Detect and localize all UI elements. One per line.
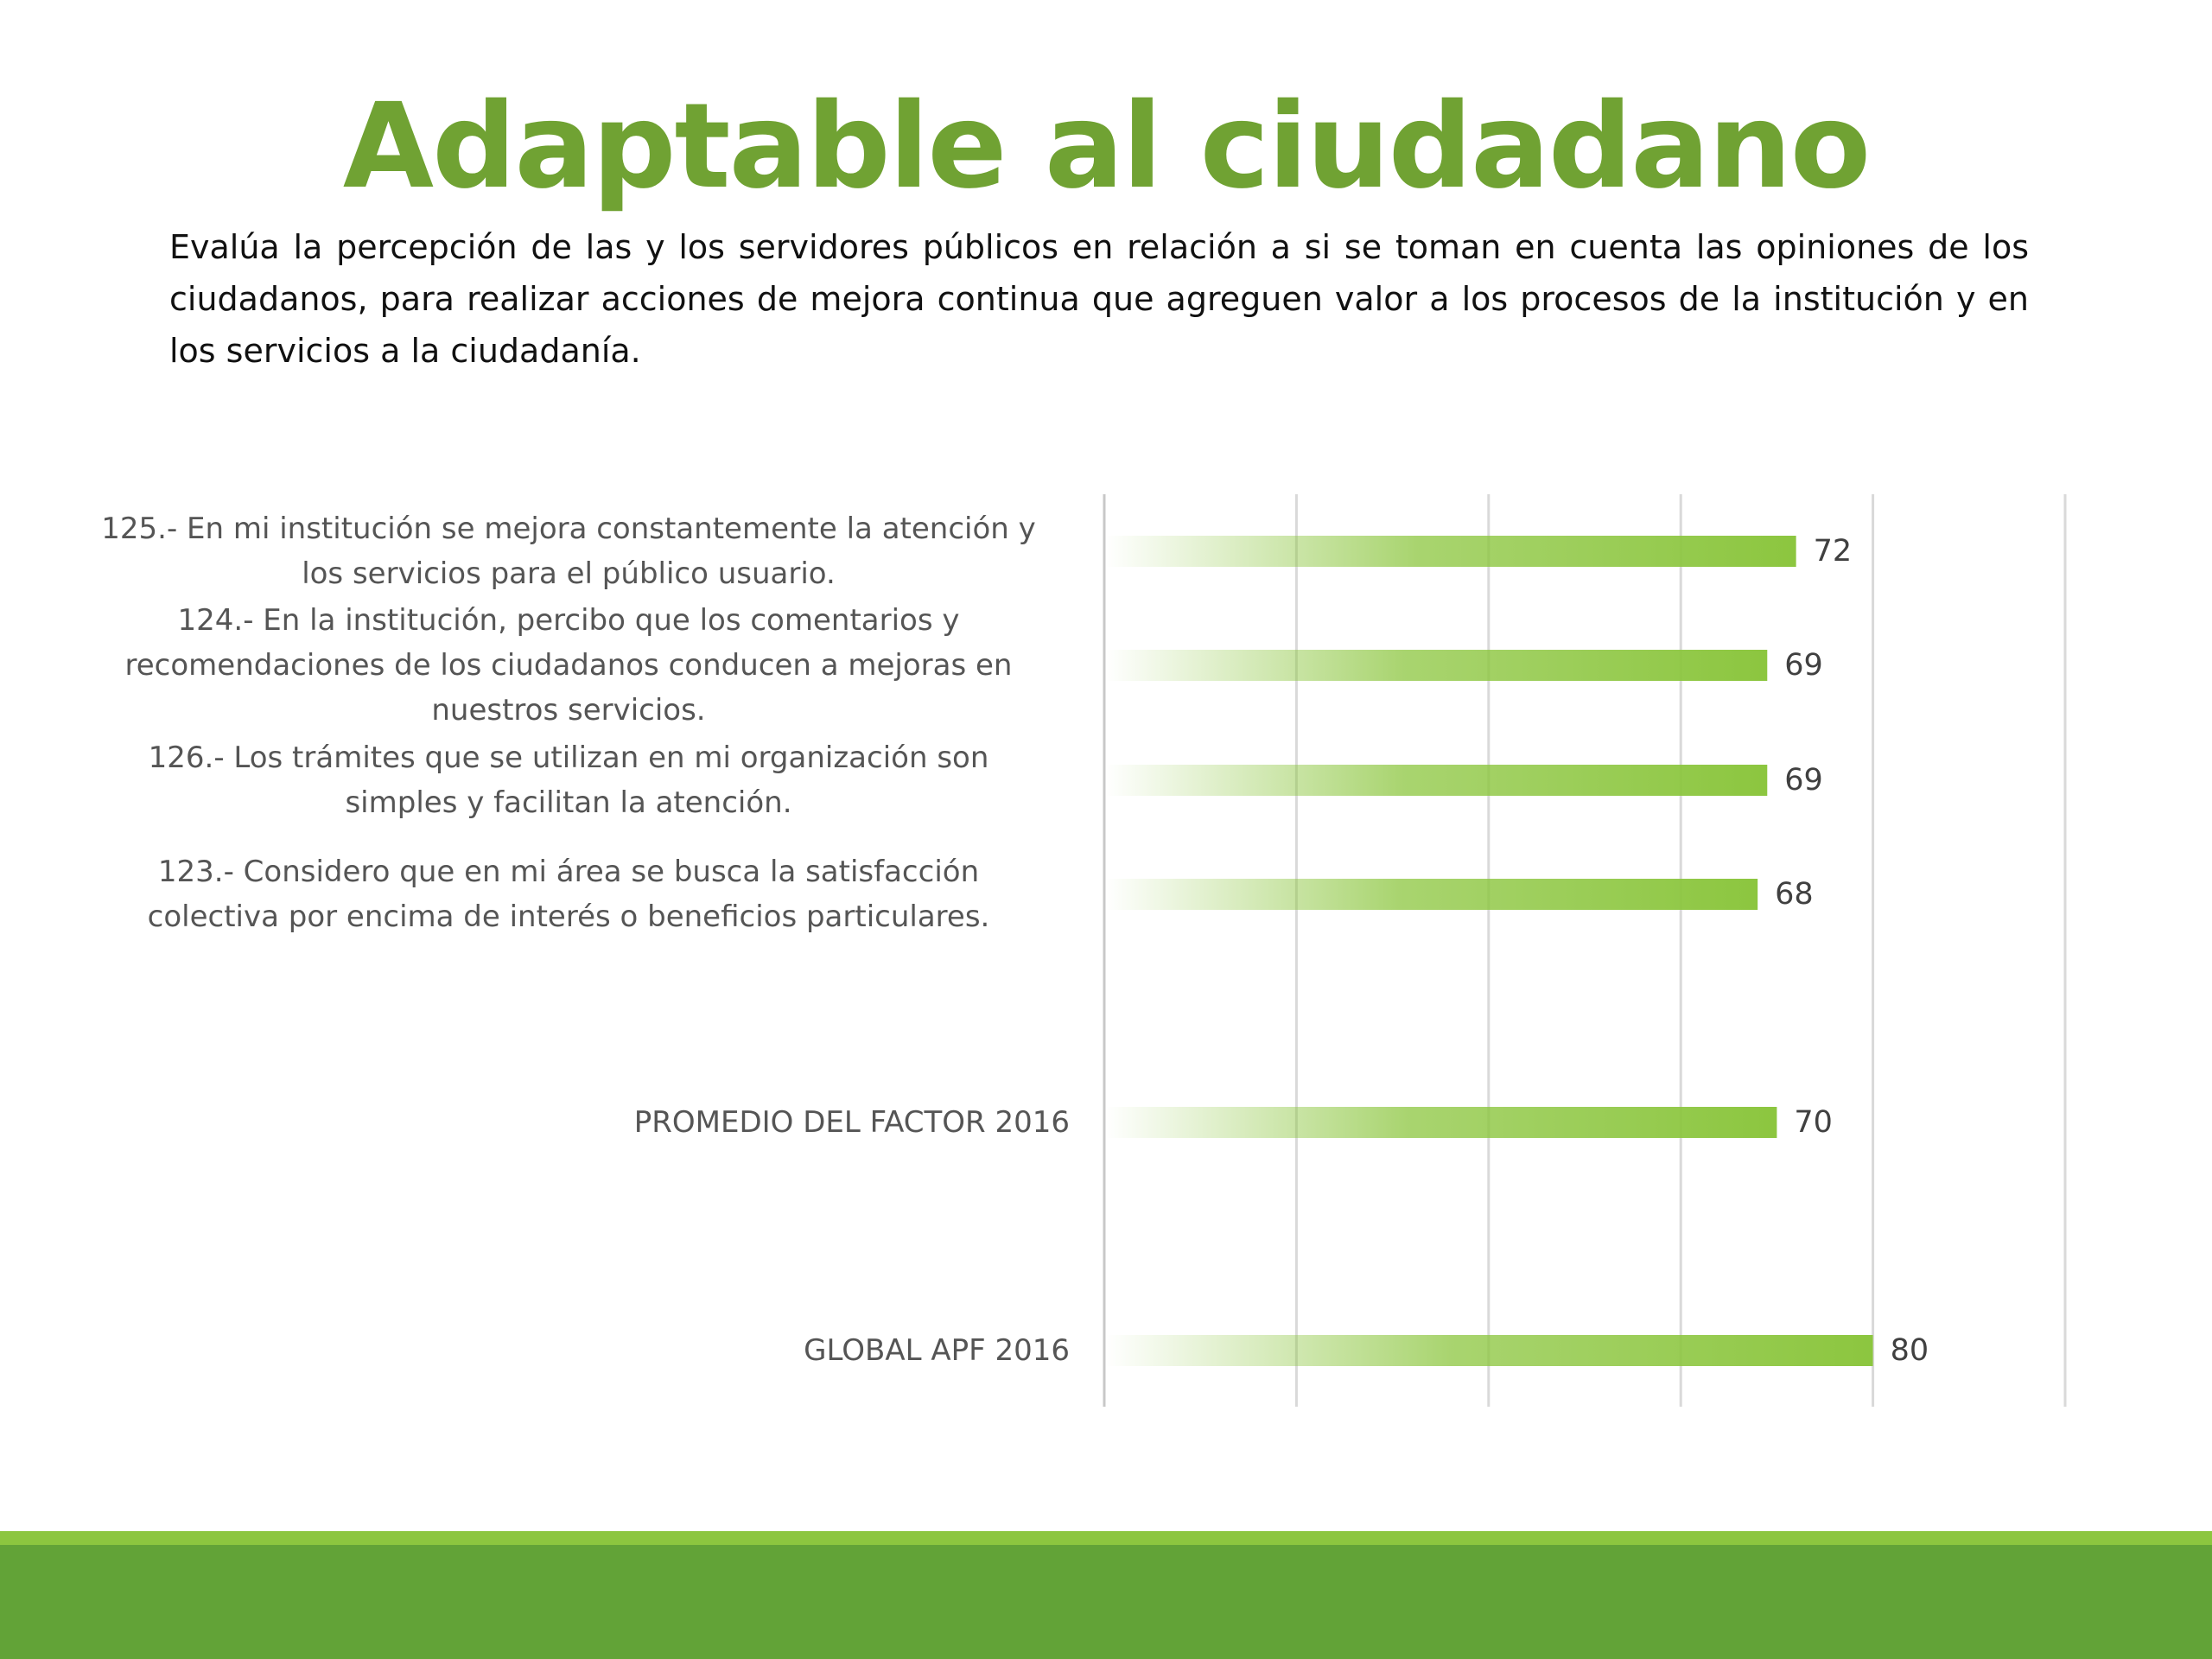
category-label-line: los servicios para el público usuario. — [302, 556, 836, 591]
slide-description: Evalúa la percepción de las y los servid… — [169, 228, 2029, 370]
category-label-line: colectiva por encima de interés o benefi… — [147, 899, 990, 934]
slide-title: Adaptable al ciudadano — [342, 79, 1871, 215]
category-label-line: recomendaciones de los ciudadanos conduc… — [124, 648, 1013, 683]
category-label-line: 124.- En la institución, percibo que los… — [177, 603, 960, 638]
category-label: 125.- En mi institución se mejora consta… — [67, 506, 1070, 596]
category-label-line: GLOBAL APF 2016 — [804, 1333, 1070, 1368]
data-label: 68 — [1775, 877, 1814, 912]
data-label: 69 — [1784, 648, 1823, 683]
footer-accent-stripe — [0, 1531, 2212, 1545]
bar-chart: 72 125.- En mi institución se mejora cons… — [0, 484, 2212, 1417]
data-label: 80 — [1890, 1333, 1929, 1368]
footer-band — [0, 1545, 2212, 1659]
bar — [1106, 879, 1758, 910]
category-label-line: nuestros servicios. — [431, 693, 706, 728]
category-label: PROMEDIO DEL FACTOR 2016 — [67, 1100, 1070, 1145]
category-label: 126.- Los trámites que se utilizan en mi… — [67, 735, 1070, 825]
bar — [1106, 536, 1796, 567]
bar — [1106, 1107, 1777, 1138]
chart-plot-area — [1103, 494, 2067, 1407]
category-label: 123.- Considero que en mi área se busca … — [67, 849, 1070, 939]
category-label-line: PROMEDIO DEL FACTOR 2016 — [633, 1105, 1070, 1140]
category-label-line: simples y facilitan la atención. — [345, 785, 792, 820]
bar — [1106, 650, 1768, 681]
category-label: GLOBAL APF 2016 — [67, 1328, 1070, 1373]
category-label-line: 126.- Los trámites que se utilizan en mi… — [148, 741, 989, 775]
bar — [1106, 1335, 1873, 1366]
category-label-line: 123.- Considero que en mi área se busca … — [157, 855, 980, 889]
data-label: 70 — [1794, 1105, 1833, 1140]
data-label: 69 — [1784, 763, 1823, 798]
data-label: 72 — [1813, 534, 1853, 569]
bar — [1106, 765, 1768, 796]
category-label: 124.- En la institución, percibo que los… — [67, 598, 1070, 733]
category-label-line: 125.- En mi institución se mejora consta… — [101, 512, 1036, 546]
